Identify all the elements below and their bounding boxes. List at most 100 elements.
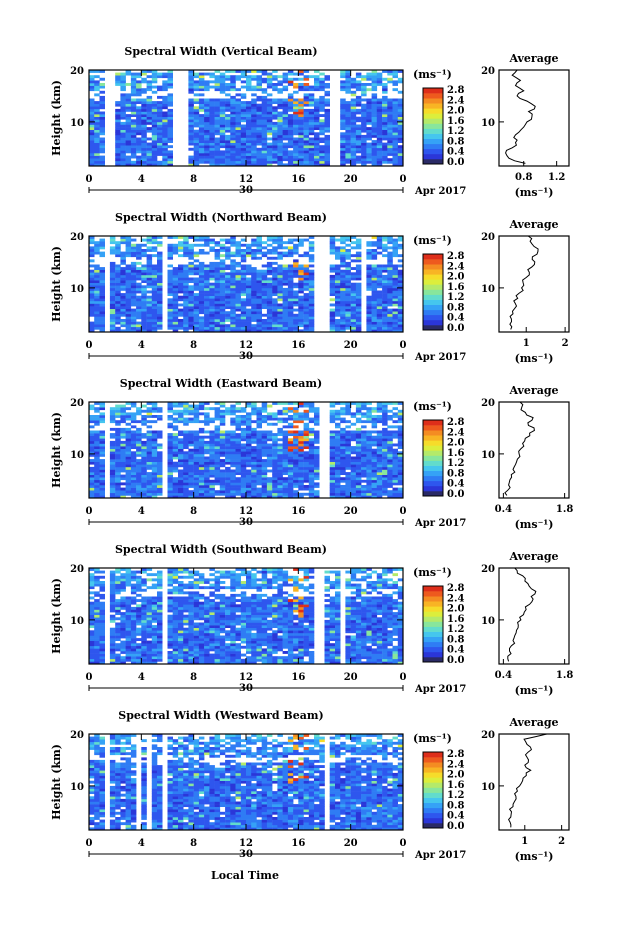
heatmap-cell — [109, 267, 116, 270]
heatmap-cell — [293, 137, 299, 141]
heatmap-cell — [392, 108, 398, 112]
heatmap-cell — [219, 277, 226, 281]
heatmap-cell — [94, 440, 100, 444]
heatmap-cell — [277, 88, 283, 92]
heatmap-cell — [308, 402, 315, 405]
heatmap-cell — [329, 490, 336, 494]
heatmap-cell — [146, 246, 153, 250]
heatmap-cell — [115, 430, 121, 434]
heatmap-cell — [324, 103, 330, 107]
heatmap-cell — [308, 88, 315, 92]
heatmap-cell — [125, 264, 132, 268]
heatmap-cell — [287, 106, 294, 110]
heatmap-cell — [198, 321, 205, 325]
heatmap-cell — [314, 472, 320, 475]
heatmap-cell — [287, 459, 294, 462]
x-tick-label: 0 — [86, 340, 93, 351]
heatmap-cell — [350, 415, 357, 418]
heatmap-cell — [115, 485, 121, 488]
heatmap-cell — [350, 145, 357, 149]
heatmap-cell — [246, 70, 252, 73]
heatmap-cell — [225, 108, 231, 112]
heatmap-cell — [314, 83, 320, 86]
heatmap-cell — [256, 272, 262, 276]
heatmap-cell — [109, 277, 116, 281]
heatmap-cell — [136, 287, 142, 291]
heatmap-cell — [256, 158, 262, 162]
heatmap-cell — [99, 267, 105, 270]
heatmap-cell — [277, 324, 283, 328]
heatmap-cell — [115, 129, 121, 133]
heatmap-cell — [209, 158, 215, 162]
heatmap-cell — [256, 311, 262, 315]
heatmap-cell — [125, 453, 132, 457]
heatmap-cell — [125, 492, 132, 496]
heatmap-cell — [230, 98, 236, 102]
heatmap-cell — [361, 124, 367, 128]
heatmap-cell — [183, 474, 189, 478]
heatmap-cell — [361, 77, 367, 81]
heatmap-cell — [382, 90, 388, 94]
heatmap-cell — [303, 446, 310, 449]
heatmap-cell — [324, 155, 330, 159]
heatmap-cell — [162, 98, 168, 102]
heatmap-cell — [219, 409, 226, 413]
heatmap-cell — [355, 267, 362, 270]
heatmap-cell — [188, 111, 194, 115]
heatmap-cell — [94, 308, 100, 312]
heatmap-cell — [308, 140, 315, 143]
heatmap-cell — [120, 298, 126, 302]
heatmap-cell — [178, 243, 184, 247]
heatmap-cell — [303, 456, 310, 460]
heatmap-cell — [188, 72, 194, 76]
heatmap-cell — [382, 313, 388, 317]
heatmap-cell — [115, 264, 121, 268]
heatmap-cell — [136, 311, 142, 315]
heatmap-cell — [136, 479, 142, 483]
heatmap-cell — [99, 158, 105, 162]
heatmap-cell — [266, 313, 273, 317]
heatmap-cell — [157, 108, 163, 112]
heatmap-cell — [172, 319, 179, 322]
heatmap-cell — [141, 482, 147, 486]
heatmap-cell — [272, 313, 278, 317]
heatmap-cell — [282, 443, 289, 447]
heatmap-cell — [256, 121, 262, 125]
heatmap-cell — [198, 145, 205, 149]
heatmap-cell — [287, 98, 294, 102]
heatmap-cell — [172, 303, 179, 307]
heatmap-cell — [204, 326, 210, 330]
heatmap-cell — [345, 461, 351, 465]
heatmap-cell — [397, 321, 404, 325]
heatmap-cell — [282, 134, 289, 138]
heatmap-cell — [130, 145, 137, 149]
heatmap-cell — [120, 285, 126, 289]
heatmap-cell — [89, 119, 95, 123]
heatmap-cell — [230, 85, 236, 89]
heatmap-cell — [366, 277, 372, 281]
heatmap-cell — [209, 303, 215, 307]
heatmap-cell — [266, 435, 273, 439]
heatmap-cell — [371, 274, 378, 278]
heatmap-cell — [172, 324, 179, 328]
heatmap-cell — [198, 306, 205, 309]
heatmap-cell — [225, 459, 231, 462]
heatmap-cell — [266, 495, 273, 499]
heatmap-cell — [277, 290, 283, 294]
heatmap-cell — [230, 430, 236, 434]
heatmap-cell — [246, 285, 252, 289]
heatmap-cell — [366, 272, 372, 276]
heatmap-cell — [251, 163, 257, 167]
heatmap-cell — [99, 90, 105, 94]
heatmap-cell — [125, 485, 132, 488]
heatmap-cell — [251, 459, 257, 462]
heatmap-cell — [225, 280, 231, 283]
heatmap-cell — [214, 430, 221, 434]
heatmap-cell — [141, 495, 147, 499]
heatmap-cell — [287, 108, 294, 112]
heatmap-cell — [371, 285, 378, 289]
heatmap-cell — [141, 433, 147, 436]
heatmap-cell — [366, 251, 372, 255]
heatmap-cell — [376, 241, 383, 245]
heatmap-cell — [167, 111, 173, 115]
